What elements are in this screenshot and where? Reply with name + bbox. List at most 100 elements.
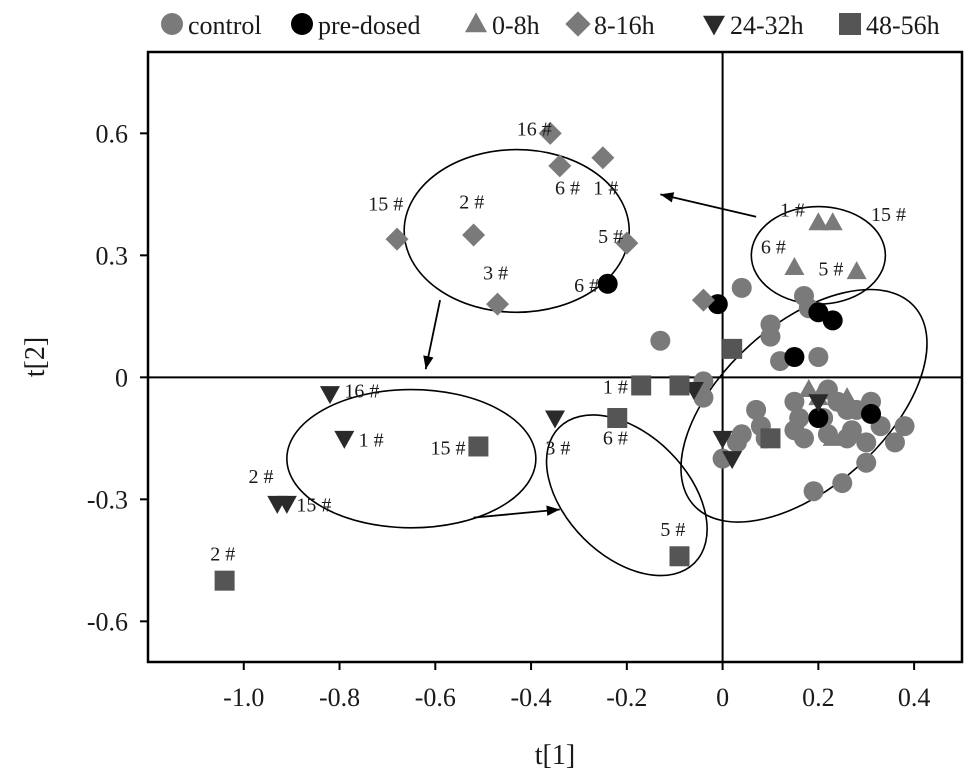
data-point bbox=[726, 432, 747, 453]
point-label: 15 # bbox=[431, 438, 466, 460]
data-point bbox=[607, 408, 628, 428]
data-point bbox=[841, 420, 862, 441]
series-24-32h bbox=[267, 382, 829, 514]
legend-label: 48-56h bbox=[866, 11, 940, 40]
data-point bbox=[856, 452, 877, 473]
point-label: 6 # bbox=[555, 177, 580, 199]
y-axis-label: t[2] bbox=[20, 337, 51, 377]
point-label: 1 # bbox=[603, 377, 628, 399]
data-point bbox=[746, 399, 767, 420]
data-point bbox=[538, 121, 562, 145]
x-axis-label: t[1] bbox=[535, 740, 575, 771]
data-point bbox=[731, 277, 752, 298]
y-tick-label: -0.6 bbox=[87, 607, 128, 636]
legend-item-control: control bbox=[161, 11, 262, 40]
point-label: 2 # bbox=[459, 192, 484, 214]
data-point bbox=[319, 386, 340, 405]
data-point bbox=[462, 223, 486, 247]
data-point bbox=[334, 430, 355, 449]
x-axis-ticks: -1.0 -0.8 -0.6 -0.4 -0.2 0 0.2 0.4 bbox=[223, 662, 930, 712]
data-point bbox=[760, 428, 781, 449]
x-tick-label: -0.4 bbox=[510, 683, 551, 712]
data-point bbox=[545, 410, 565, 429]
legend-label: 0-8h bbox=[492, 11, 540, 40]
data-point bbox=[385, 227, 409, 251]
data-point bbox=[760, 326, 781, 347]
y-axis-ticks: 0.6 0.3 0 -0.3 -0.6 bbox=[87, 119, 148, 636]
legend-marker bbox=[465, 12, 487, 33]
reference-lines bbox=[148, 52, 962, 662]
data-point bbox=[669, 375, 690, 396]
series-pre-dosed bbox=[597, 273, 882, 428]
data-point bbox=[808, 347, 829, 367]
legend-item-24-32h: 24-32h bbox=[703, 11, 804, 40]
data-point bbox=[846, 261, 867, 280]
arrow-2 bbox=[423, 299, 441, 370]
point-label: 1 # bbox=[780, 200, 805, 222]
data-point bbox=[822, 310, 843, 331]
point-label: 6 # bbox=[603, 427, 628, 449]
point-label: 15 # bbox=[296, 495, 331, 517]
arrow-shaft bbox=[473, 508, 560, 519]
data-point bbox=[808, 408, 829, 428]
legend-marker bbox=[161, 13, 183, 35]
data-point bbox=[793, 428, 814, 449]
legend-marker bbox=[703, 15, 725, 36]
cluster-ellipse-4 bbox=[545, 414, 708, 577]
point-annotations: 16 # 6 # 1 # 2 # 15 # 5 # 3 # 6 # 1 # 15 # 6 # 5 # 1… bbox=[210, 118, 906, 565]
cluster-ellipse-1 bbox=[403, 148, 631, 314]
x-tick-label: 0 bbox=[716, 683, 729, 712]
x-tick-label: 0.4 bbox=[898, 683, 931, 712]
data-point bbox=[784, 257, 805, 276]
point-label: 5 # bbox=[598, 226, 623, 248]
point-label: 6 # bbox=[574, 275, 599, 297]
data-point bbox=[808, 212, 829, 231]
point-label: 6 # bbox=[761, 236, 786, 258]
data-point bbox=[214, 570, 235, 591]
trajectory-arrows bbox=[423, 192, 757, 519]
point-label: 5 # bbox=[818, 259, 843, 281]
data-point bbox=[822, 212, 843, 231]
arrow-head bbox=[423, 355, 434, 370]
data-point bbox=[597, 273, 618, 294]
legend-label: control bbox=[188, 11, 262, 40]
arrow-1 bbox=[660, 192, 757, 218]
data-point bbox=[722, 451, 743, 470]
x-tick-label: -0.8 bbox=[319, 683, 360, 712]
y-tick-label: 0.3 bbox=[96, 241, 129, 270]
series-48-56h bbox=[214, 338, 781, 591]
data-point bbox=[691, 288, 715, 312]
data-point bbox=[822, 427, 843, 446]
point-label: 1 # bbox=[359, 429, 384, 451]
plot-frame bbox=[146, 50, 964, 664]
x-tick-label: -0.2 bbox=[606, 683, 647, 712]
data-point bbox=[650, 330, 671, 351]
data-point bbox=[468, 436, 489, 457]
point-label: 16 # bbox=[517, 118, 552, 140]
data-point bbox=[798, 379, 819, 398]
point-label: 3 # bbox=[483, 263, 508, 285]
arrow-shaft bbox=[660, 193, 757, 218]
y-tick-label: 0 bbox=[115, 363, 128, 392]
arrow-head bbox=[660, 192, 675, 203]
series-control bbox=[650, 277, 915, 502]
data-point bbox=[832, 473, 853, 494]
arrow-head bbox=[546, 505, 560, 516]
point-label: 3 # bbox=[545, 438, 570, 460]
legend-label: pre-dosed bbox=[318, 11, 421, 40]
legend-item-0-8h: 0-8h bbox=[465, 11, 540, 40]
data-points bbox=[214, 121, 915, 591]
data-point bbox=[486, 292, 510, 316]
data-point bbox=[856, 432, 877, 453]
point-label: 1 # bbox=[593, 177, 618, 199]
data-point bbox=[884, 432, 905, 453]
data-point bbox=[276, 495, 297, 514]
x-tick-label: -1.0 bbox=[223, 683, 264, 712]
point-label: 2 # bbox=[249, 466, 274, 488]
data-point bbox=[722, 338, 743, 359]
data-point bbox=[784, 347, 805, 367]
legend-item-48-56h: 48-56h bbox=[839, 11, 940, 40]
data-point bbox=[712, 430, 733, 449]
x-tick-label: 0.2 bbox=[802, 683, 835, 712]
